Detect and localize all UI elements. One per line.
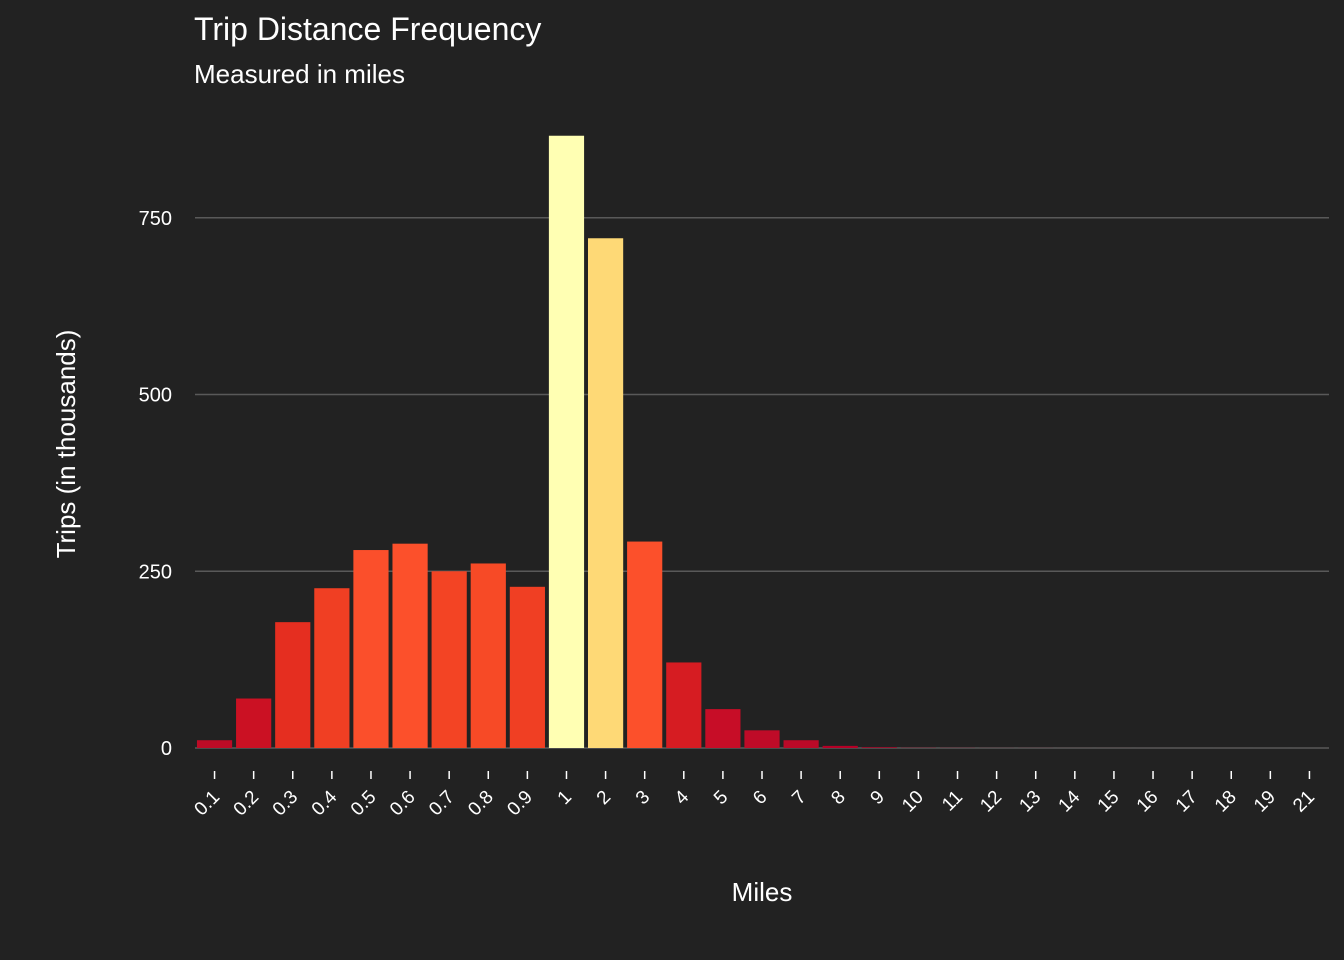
x-tick-label: 21 [1289, 787, 1319, 817]
bar [470, 563, 506, 748]
x-tick-label: 0.3 [269, 787, 303, 821]
bar [392, 543, 428, 748]
bar [861, 747, 897, 748]
x-tick-label: 15 [1094, 787, 1124, 817]
chart-subtitle: Measured in miles [194, 59, 405, 89]
x-tick-label: 14 [1055, 786, 1085, 816]
x-tick-label: 11 [938, 787, 967, 816]
x-tick-label: 8 [827, 787, 849, 809]
x-tick-label: 12 [976, 787, 1006, 817]
x-tick-label: 0.2 [230, 787, 264, 821]
bar [783, 740, 819, 748]
y-tick-label: 250 [139, 561, 172, 583]
x-ticks: 0.1 0.2 0.3 0.4 0.5 0.6 0.7 0.8 0.9 1 2 3 4 5 6 7 8 9 10 11… [191, 771, 1319, 820]
x-tick-label: 5 [710, 787, 732, 809]
x-tick-label: 9 [867, 787, 889, 809]
x-axis-title: Miles [732, 877, 793, 907]
x-tick-label: 0.7 [425, 787, 459, 821]
bar [314, 588, 350, 748]
bar [744, 730, 780, 748]
bar [548, 135, 585, 748]
x-tick-label: 0.9 [503, 787, 537, 821]
x-tick-label: 17 [1172, 787, 1202, 817]
x-tick-label: 4 [671, 786, 694, 809]
bar [509, 586, 545, 748]
bars [196, 135, 1328, 749]
y-tick-labels: 0 250 500 750 [139, 208, 172, 760]
x-tick-label: 0.1 [191, 787, 225, 821]
x-tick-label: 1 [554, 787, 576, 809]
bar [431, 571, 467, 748]
bar [236, 698, 272, 748]
y-tick-label: 500 [139, 385, 172, 407]
bar [705, 709, 741, 748]
bar [627, 541, 663, 748]
x-tick-label: 19 [1250, 787, 1280, 817]
x-tick-label: 10 [898, 787, 928, 817]
x-tick-label: 0.8 [464, 787, 498, 821]
bar [587, 238, 624, 749]
bar [822, 745, 858, 748]
x-tick-label: 13 [1015, 787, 1045, 817]
x-tick-label: 0.5 [347, 787, 381, 821]
bar [666, 662, 702, 748]
x-tick-label: 0.4 [308, 786, 342, 820]
chart-title: Trip Distance Frequency [194, 11, 542, 47]
x-tick-label: 7 [788, 787, 810, 809]
x-tick-label: 16 [1133, 787, 1163, 817]
x-tick-label: 0.6 [386, 787, 420, 821]
x-tick-label: 18 [1211, 787, 1241, 817]
y-tick-label: 0 [161, 738, 172, 760]
bar [275, 622, 311, 748]
y-axis-title: Trips (in thousands) [51, 330, 81, 559]
x-tick-label: 3 [632, 787, 654, 809]
x-tick-label: 2 [593, 787, 615, 809]
y-tick-label: 750 [139, 208, 172, 230]
x-tick-label: 6 [749, 787, 771, 809]
bar [196, 740, 233, 748]
bar [353, 550, 389, 748]
